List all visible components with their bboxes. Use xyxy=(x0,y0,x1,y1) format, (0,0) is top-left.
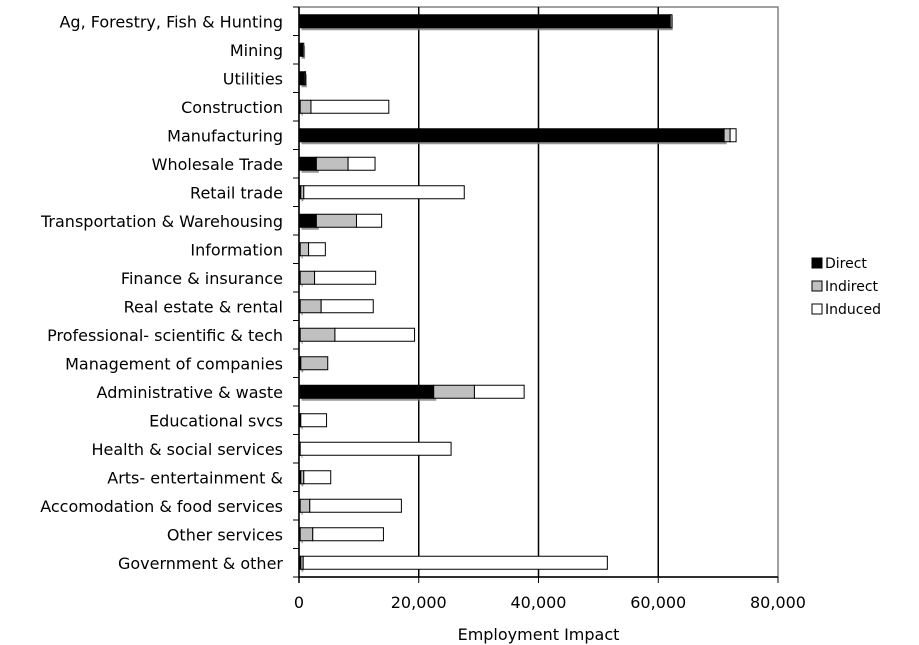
bar-indirect xyxy=(299,242,310,257)
bar-indirect xyxy=(299,498,311,513)
legend-swatch-indirect xyxy=(811,280,823,292)
category-labels: Ag, Forestry, Fish & Hunting Mining Utilit… xyxy=(40,12,283,573)
bars xyxy=(298,14,737,572)
bar-induced xyxy=(473,384,525,399)
bar-induced xyxy=(314,270,377,285)
category-label: Manufacturing xyxy=(167,126,283,145)
bar-indirect xyxy=(315,156,349,171)
category-label: Health & social services xyxy=(91,440,283,459)
bar-indirect xyxy=(723,128,731,143)
bar-indirect xyxy=(433,384,475,399)
plot-area xyxy=(293,6,779,583)
bar-induced xyxy=(303,470,332,485)
bar-induced xyxy=(347,156,376,171)
x-axis-title: Employment Impact xyxy=(458,625,620,644)
legend-swatch-induced xyxy=(811,303,823,315)
x-axis-ticks: 0 20,000 40,000 60,000 80,000 xyxy=(294,577,806,612)
x-tick-label: 60,000 xyxy=(630,593,686,612)
bar-indirect xyxy=(299,99,312,114)
bar-induced xyxy=(299,441,452,456)
bar-induced xyxy=(334,327,416,342)
bar-induced xyxy=(309,498,402,513)
category-label: Mining xyxy=(230,41,283,60)
bar-induced xyxy=(302,555,608,570)
bar-direct xyxy=(298,156,317,171)
x-tick-label: 80,000 xyxy=(750,593,806,612)
x-tick-label: 20,000 xyxy=(391,593,447,612)
category-label: Utilities xyxy=(223,69,283,88)
bar-indirect xyxy=(315,213,357,228)
category-label: Retail trade xyxy=(190,183,283,202)
x-tick-label: 40,000 xyxy=(511,593,567,612)
bar-induced xyxy=(729,128,737,143)
bar-induced xyxy=(312,527,384,542)
bar-direct xyxy=(298,213,317,228)
bar-induced xyxy=(300,413,328,428)
bar-indirect xyxy=(299,527,314,542)
category-label: Administrative & waste xyxy=(97,383,283,402)
legend-swatch-direct xyxy=(811,257,823,269)
bar-direct xyxy=(298,384,435,399)
bar-indirect xyxy=(669,14,673,29)
legend-label: Direct xyxy=(825,256,867,272)
bar-induced xyxy=(355,213,383,228)
category-label: Finance & insurance xyxy=(121,269,283,288)
bar-direct xyxy=(298,71,305,86)
bar-indirect xyxy=(299,270,316,285)
bar-indirect xyxy=(299,299,322,314)
bar-induced xyxy=(308,242,326,257)
category-label: Transportation & Warehousing xyxy=(40,212,283,231)
bar-indirect xyxy=(300,356,329,371)
category-label: Professional- scientific & tech xyxy=(47,326,283,345)
category-label: Construction xyxy=(181,98,283,117)
category-label: Information xyxy=(190,240,283,259)
bar-direct xyxy=(298,14,671,29)
category-label: Wholesale Trade xyxy=(152,155,283,174)
category-label: Other services xyxy=(167,525,283,544)
legend: Direct Indirect Induced xyxy=(811,256,881,318)
bar-induced xyxy=(303,185,465,200)
bar-induced xyxy=(310,99,390,114)
legend-label: Indirect xyxy=(825,279,879,295)
bar-indirect xyxy=(302,42,305,57)
legend-label: Induced xyxy=(825,302,881,318)
category-label: Educational svcs xyxy=(149,411,283,430)
bar-direct xyxy=(298,128,725,143)
x-tick-label: 0 xyxy=(294,593,304,612)
category-label: Arts- entertainment & xyxy=(107,468,283,487)
category-label: Government & other xyxy=(118,554,283,573)
category-label: Ag, Forestry, Fish & Hunting xyxy=(59,12,283,31)
category-label: Management of companies xyxy=(65,354,283,373)
bar-indirect xyxy=(299,327,336,342)
bar-indirect xyxy=(303,71,307,86)
category-label: Accomodation & food services xyxy=(40,497,283,516)
bar-direct xyxy=(298,42,304,57)
bar-induced xyxy=(320,299,374,314)
category-label: Real estate & rental xyxy=(124,297,283,316)
